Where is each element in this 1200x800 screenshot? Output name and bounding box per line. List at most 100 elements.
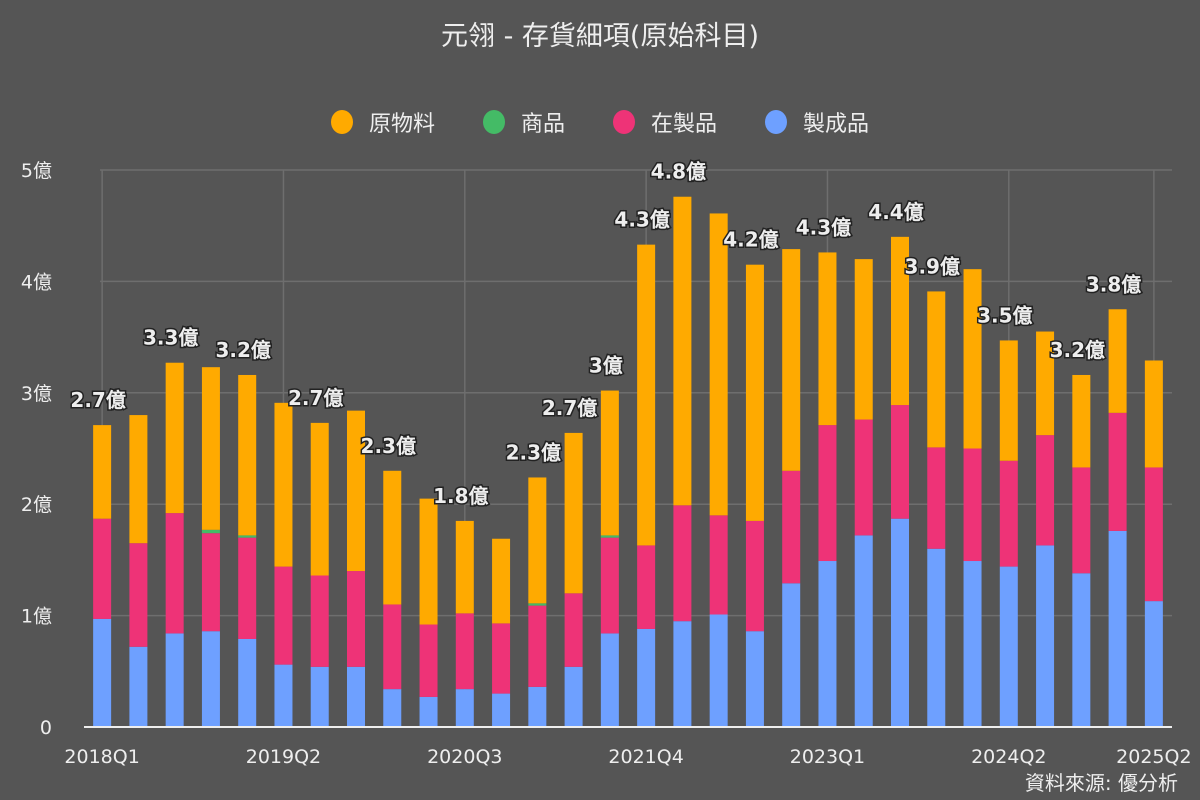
bar-segment-商品-2018Q4[interactable]: [201, 529, 220, 534]
bar-segment-在製品-2025Q1[interactable]: [1108, 412, 1127, 531]
bar-segment-原物料-2021Q4[interactable]: [637, 244, 656, 546]
bar-segment-製成品-2020Q4[interactable]: [492, 693, 511, 727]
bar-segment-原物料-2020Q1[interactable]: [383, 470, 402, 605]
bar-segment-原物料-2018Q2[interactable]: [129, 415, 148, 544]
bar-segment-原物料-2022Q1[interactable]: [673, 196, 692, 506]
bar-segment-在製品-2024Q2[interactable]: [999, 460, 1018, 567]
bar-segment-原物料-2023Q4[interactable]: [927, 291, 946, 448]
legend-item-merchandise[interactable]: 商品: [482, 106, 565, 138]
bar-segment-原物料-2025Q1[interactable]: [1108, 309, 1127, 413]
bar-segment-製成品-2024Q4[interactable]: [1072, 573, 1091, 727]
legend-item-raw-materials[interactable]: 原物料: [330, 106, 435, 138]
bar-segment-在製品-2024Q4[interactable]: [1072, 467, 1091, 574]
bar-segment-在製品-2018Q1[interactable]: [93, 518, 112, 619]
bar-segment-原物料-2025Q2[interactable]: [1144, 360, 1163, 468]
bar-segment-製成品-2020Q1[interactable]: [383, 689, 402, 727]
bar-segment-製成品-2020Q3[interactable]: [455, 689, 474, 727]
bar-segment-在製品-2020Q3[interactable]: [455, 613, 474, 690]
bar-segment-原物料-2018Q3[interactable]: [165, 362, 184, 514]
bar-segment-製成品-2024Q3[interactable]: [1036, 545, 1055, 727]
bar-segment-原物料-2024Q4[interactable]: [1072, 374, 1091, 468]
bar-segment-製成品-2018Q2[interactable]: [129, 646, 148, 727]
bar-segment-在製品-2020Q1[interactable]: [383, 604, 402, 690]
bar-segment-在製品-2019Q3[interactable]: [310, 575, 329, 667]
bar-segment-在製品-2022Q4[interactable]: [782, 470, 801, 584]
bar-segment-原物料-2018Q1[interactable]: [93, 425, 112, 519]
bar-segment-原物料-2021Q2[interactable]: [564, 432, 583, 594]
bar-segment-在製品-2024Q3[interactable]: [1036, 435, 1055, 546]
bar-segment-商品-2021Q1[interactable]: [528, 603, 547, 606]
bar-segment-在製品-2021Q1[interactable]: [528, 605, 547, 687]
bar-segment-商品-2019Q1[interactable]: [238, 535, 257, 538]
bar-segment-在製品-2021Q4[interactable]: [637, 545, 656, 629]
bar-segment-製成品-2019Q1[interactable]: [238, 638, 257, 727]
bar-segment-在製品-2023Q2[interactable]: [854, 419, 873, 536]
bar-segment-原物料-2022Q2[interactable]: [709, 213, 728, 516]
bar-segment-製成品-2018Q3[interactable]: [165, 633, 184, 727]
bar-segment-製成品-2022Q3[interactable]: [745, 631, 764, 727]
bar-segment-商品-2021Q3[interactable]: [600, 535, 619, 538]
legend-item-work-in-progress[interactable]: 在製品: [613, 106, 717, 138]
bar-segment-原物料-2021Q1[interactable]: [528, 477, 547, 604]
bar-segment-原物料-2023Q1[interactable]: [818, 252, 837, 426]
bar-segment-在製品-2022Q3[interactable]: [745, 520, 764, 632]
bar-segment-原物料-2020Q4[interactable]: [492, 538, 511, 624]
bar-segment-在製品-2020Q4[interactable]: [492, 623, 511, 694]
bar-segment-製成品-2021Q1[interactable]: [528, 686, 547, 727]
bar-segment-製成品-2023Q4[interactable]: [927, 548, 946, 727]
bar-segment-製成品-2023Q2[interactable]: [854, 535, 873, 727]
bar-segment-製成品-2019Q3[interactable]: [310, 666, 329, 727]
bar-segment-製成品-2024Q2[interactable]: [999, 566, 1018, 727]
bar-segment-製成品-2021Q4[interactable]: [637, 628, 656, 727]
bar-segment-在製品-2021Q3[interactable]: [600, 537, 619, 634]
bar-segment-在製品-2018Q2[interactable]: [129, 543, 148, 647]
bar-segment-在製品-2021Q2[interactable]: [564, 593, 583, 667]
bar-segment-在製品-2022Q1[interactable]: [673, 505, 692, 622]
bar-segment-原物料-2020Q3[interactable]: [455, 520, 474, 614]
bar-segment-製成品-2018Q1[interactable]: [93, 618, 112, 727]
bar-segment-原物料-2024Q3[interactable]: [1036, 331, 1055, 436]
bar-segment-製成品-2022Q1[interactable]: [673, 621, 692, 727]
bar-segment-原物料-2019Q4[interactable]: [347, 410, 365, 572]
bar-segment-在製品-2022Q2[interactable]: [709, 515, 728, 615]
bar-segment-原物料-2023Q3[interactable]: [891, 236, 909, 406]
bar-segment-製成品-2023Q3[interactable]: [891, 518, 909, 727]
bar-segment-在製品-2019Q2[interactable]: [274, 566, 293, 665]
bar-segment-原物料-2019Q2[interactable]: [274, 402, 293, 567]
data-label: 3.5億: [977, 303, 1032, 327]
data-label: 2.3億: [361, 434, 416, 458]
bar-segment-原物料-2024Q1[interactable]: [963, 269, 982, 449]
bar-segment-在製品-2018Q3[interactable]: [165, 513, 184, 634]
bar-segment-在製品-2019Q1[interactable]: [238, 537, 257, 639]
bar-segment-在製品-2018Q4[interactable]: [201, 533, 220, 632]
bar-segment-原物料-2018Q4[interactable]: [201, 367, 220, 530]
legend-item-finished-goods[interactable]: 製成品: [765, 106, 869, 138]
bar-segment-在製品-2023Q3[interactable]: [891, 405, 909, 519]
bar-segment-製成品-2022Q4[interactable]: [782, 583, 801, 727]
bar-segment-製成品-2022Q2[interactable]: [709, 614, 728, 727]
bar-segment-製成品-2020Q2[interactable]: [419, 696, 438, 727]
bar-segment-製成品-2019Q4[interactable]: [347, 666, 365, 727]
bar-segment-在製品-2023Q1[interactable]: [818, 425, 837, 562]
bar-segment-原物料-2023Q2[interactable]: [854, 259, 873, 420]
bar-segment-在製品-2024Q1[interactable]: [963, 448, 982, 562]
bar-segment-原物料-2022Q3[interactable]: [745, 264, 764, 521]
bar-segment-製成品-2021Q3[interactable]: [600, 633, 619, 727]
bar-segment-在製品-2025Q2[interactable]: [1144, 467, 1163, 602]
bar-segment-在製品-2019Q4[interactable]: [347, 571, 365, 667]
bar-segment-原物料-2020Q2[interactable]: [419, 498, 438, 625]
bar-segment-製成品-2021Q2[interactable]: [564, 666, 583, 727]
bar-segment-在製品-2023Q4[interactable]: [927, 447, 946, 549]
bar-segment-原物料-2021Q3[interactable]: [600, 390, 619, 536]
bar-segment-製成品-2019Q2[interactable]: [274, 664, 293, 727]
bar-segment-原物料-2024Q2[interactable]: [999, 340, 1018, 461]
bar-segment-原物料-2019Q3[interactable]: [310, 422, 329, 576]
bar-segment-在製品-2020Q2[interactable]: [419, 624, 438, 697]
bar-segment-原物料-2022Q4[interactable]: [782, 249, 801, 471]
bar-segment-製成品-2024Q1[interactable]: [963, 561, 982, 727]
bar-segment-製成品-2025Q1[interactable]: [1108, 530, 1127, 727]
bar-segment-製成品-2023Q1[interactable]: [818, 561, 837, 727]
bar-segment-製成品-2018Q4[interactable]: [201, 631, 220, 727]
bar-segment-製成品-2025Q2[interactable]: [1144, 601, 1163, 727]
bar-segment-原物料-2019Q1[interactable]: [238, 374, 257, 536]
